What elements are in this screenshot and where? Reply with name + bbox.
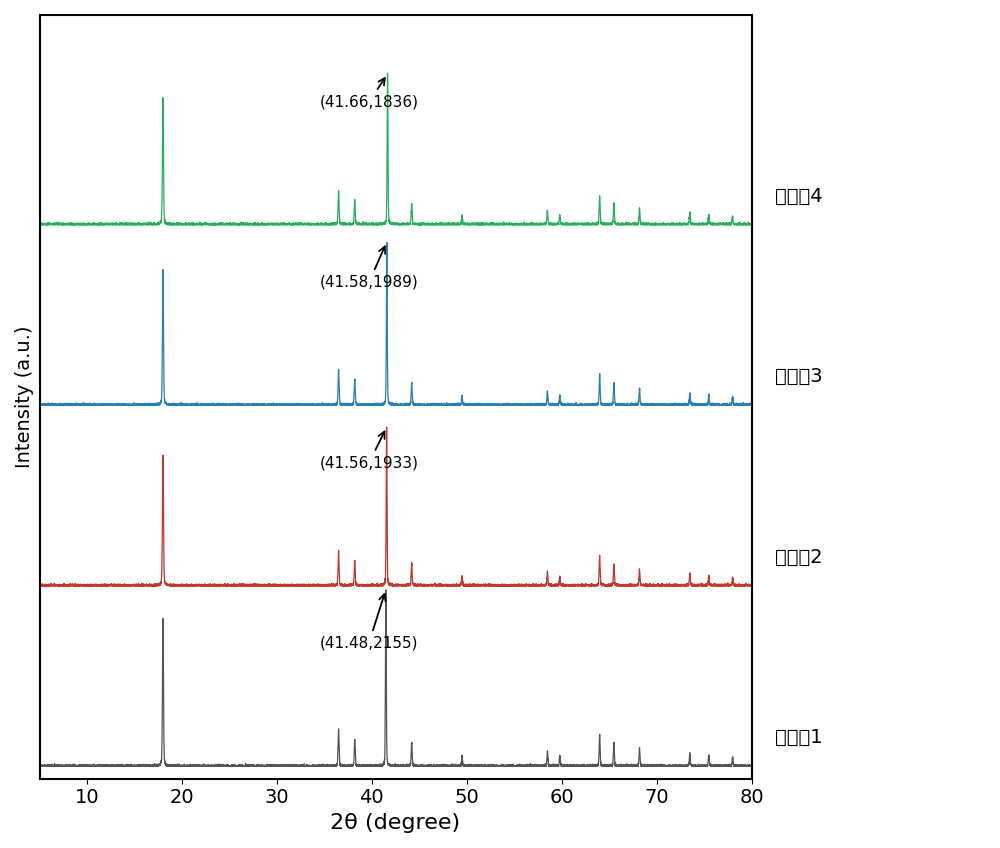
Text: (41.48,2155): (41.48,2155) bbox=[320, 594, 418, 650]
Text: 实施兹1: 实施兹1 bbox=[775, 728, 823, 747]
Text: 实施兹3: 实施兹3 bbox=[775, 367, 823, 386]
Text: (41.58,1989): (41.58,1989) bbox=[320, 247, 418, 290]
Text: 实施兹2: 实施兹2 bbox=[775, 548, 823, 566]
Text: 实施兹4: 实施兹4 bbox=[775, 187, 823, 205]
Text: (41.66,1836): (41.66,1836) bbox=[320, 78, 419, 109]
Text: (41.56,1933): (41.56,1933) bbox=[320, 432, 419, 471]
X-axis label: 2θ (degree): 2θ (degree) bbox=[330, 813, 461, 833]
Y-axis label: Intensity (a.u.): Intensity (a.u.) bbox=[15, 326, 34, 468]
